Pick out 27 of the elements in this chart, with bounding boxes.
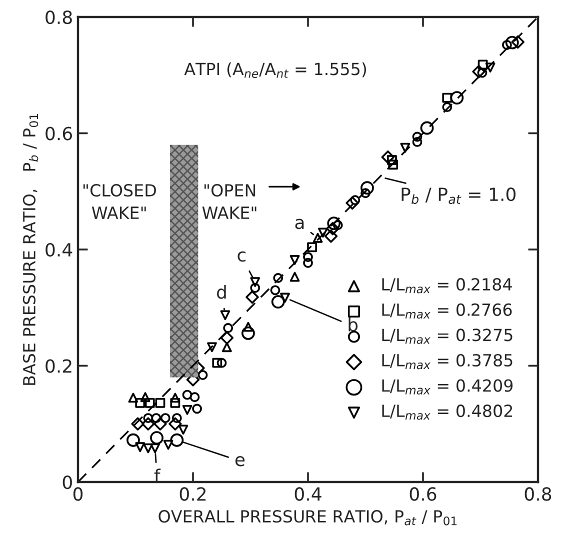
annotation: a (295, 218, 304, 230)
annotation: ATPI (A$_{ne}$/A$_{nt}$ = 1.555) (184, 62, 366, 78)
legend-label: L/L$_{max}$ = 0.2184 (382, 278, 512, 294)
y-tick-label: 0.8 (46, 10, 72, 24)
x-tick-label: 0.6 (410, 487, 436, 501)
y-axis-title: BASE PRESSURE RATIO, P$_{b}$ / P$_{01}$ (22, 114, 38, 385)
annotation: "OPEN WAKE" (202, 184, 256, 219)
legend-label: L/L$_{max}$ = 0.4802 (382, 404, 512, 420)
y-tick-label: 0.6 (46, 126, 72, 140)
annotation: b (348, 317, 358, 332)
annotation: e (235, 456, 245, 466)
annotation: P$_{b}$ / P$_{at}$ = 1.0 (402, 187, 516, 204)
y-tick-label: 0.4 (46, 242, 72, 257)
x-tick-label: 0 (73, 487, 83, 501)
annotation: "CLOSED WAKE" (83, 184, 156, 219)
legend-label: L/L$_{max}$ = 0.3785 (382, 354, 512, 370)
x-tick-label: 0.4 (294, 487, 322, 501)
annotation: c (238, 251, 246, 262)
x-tick-label: 0.2 (180, 487, 206, 501)
x-axis-title: OVERALL PRESSURE RATIO, P$_{at}$ / P$_{01}$ (158, 510, 457, 526)
y-tick-label: 0 (62, 475, 72, 490)
legend-label: L/L$_{max}$ = 0.3275 (382, 328, 512, 344)
annotation: d (216, 284, 226, 299)
legend-label: L/L$_{max}$ = 0.2766 (382, 303, 512, 319)
legend-label: L/L$_{max}$ = 0.4209 (382, 379, 513, 395)
x-tick-label: 0.8 (524, 487, 552, 501)
y-tick-label: 0.2 (46, 359, 72, 373)
